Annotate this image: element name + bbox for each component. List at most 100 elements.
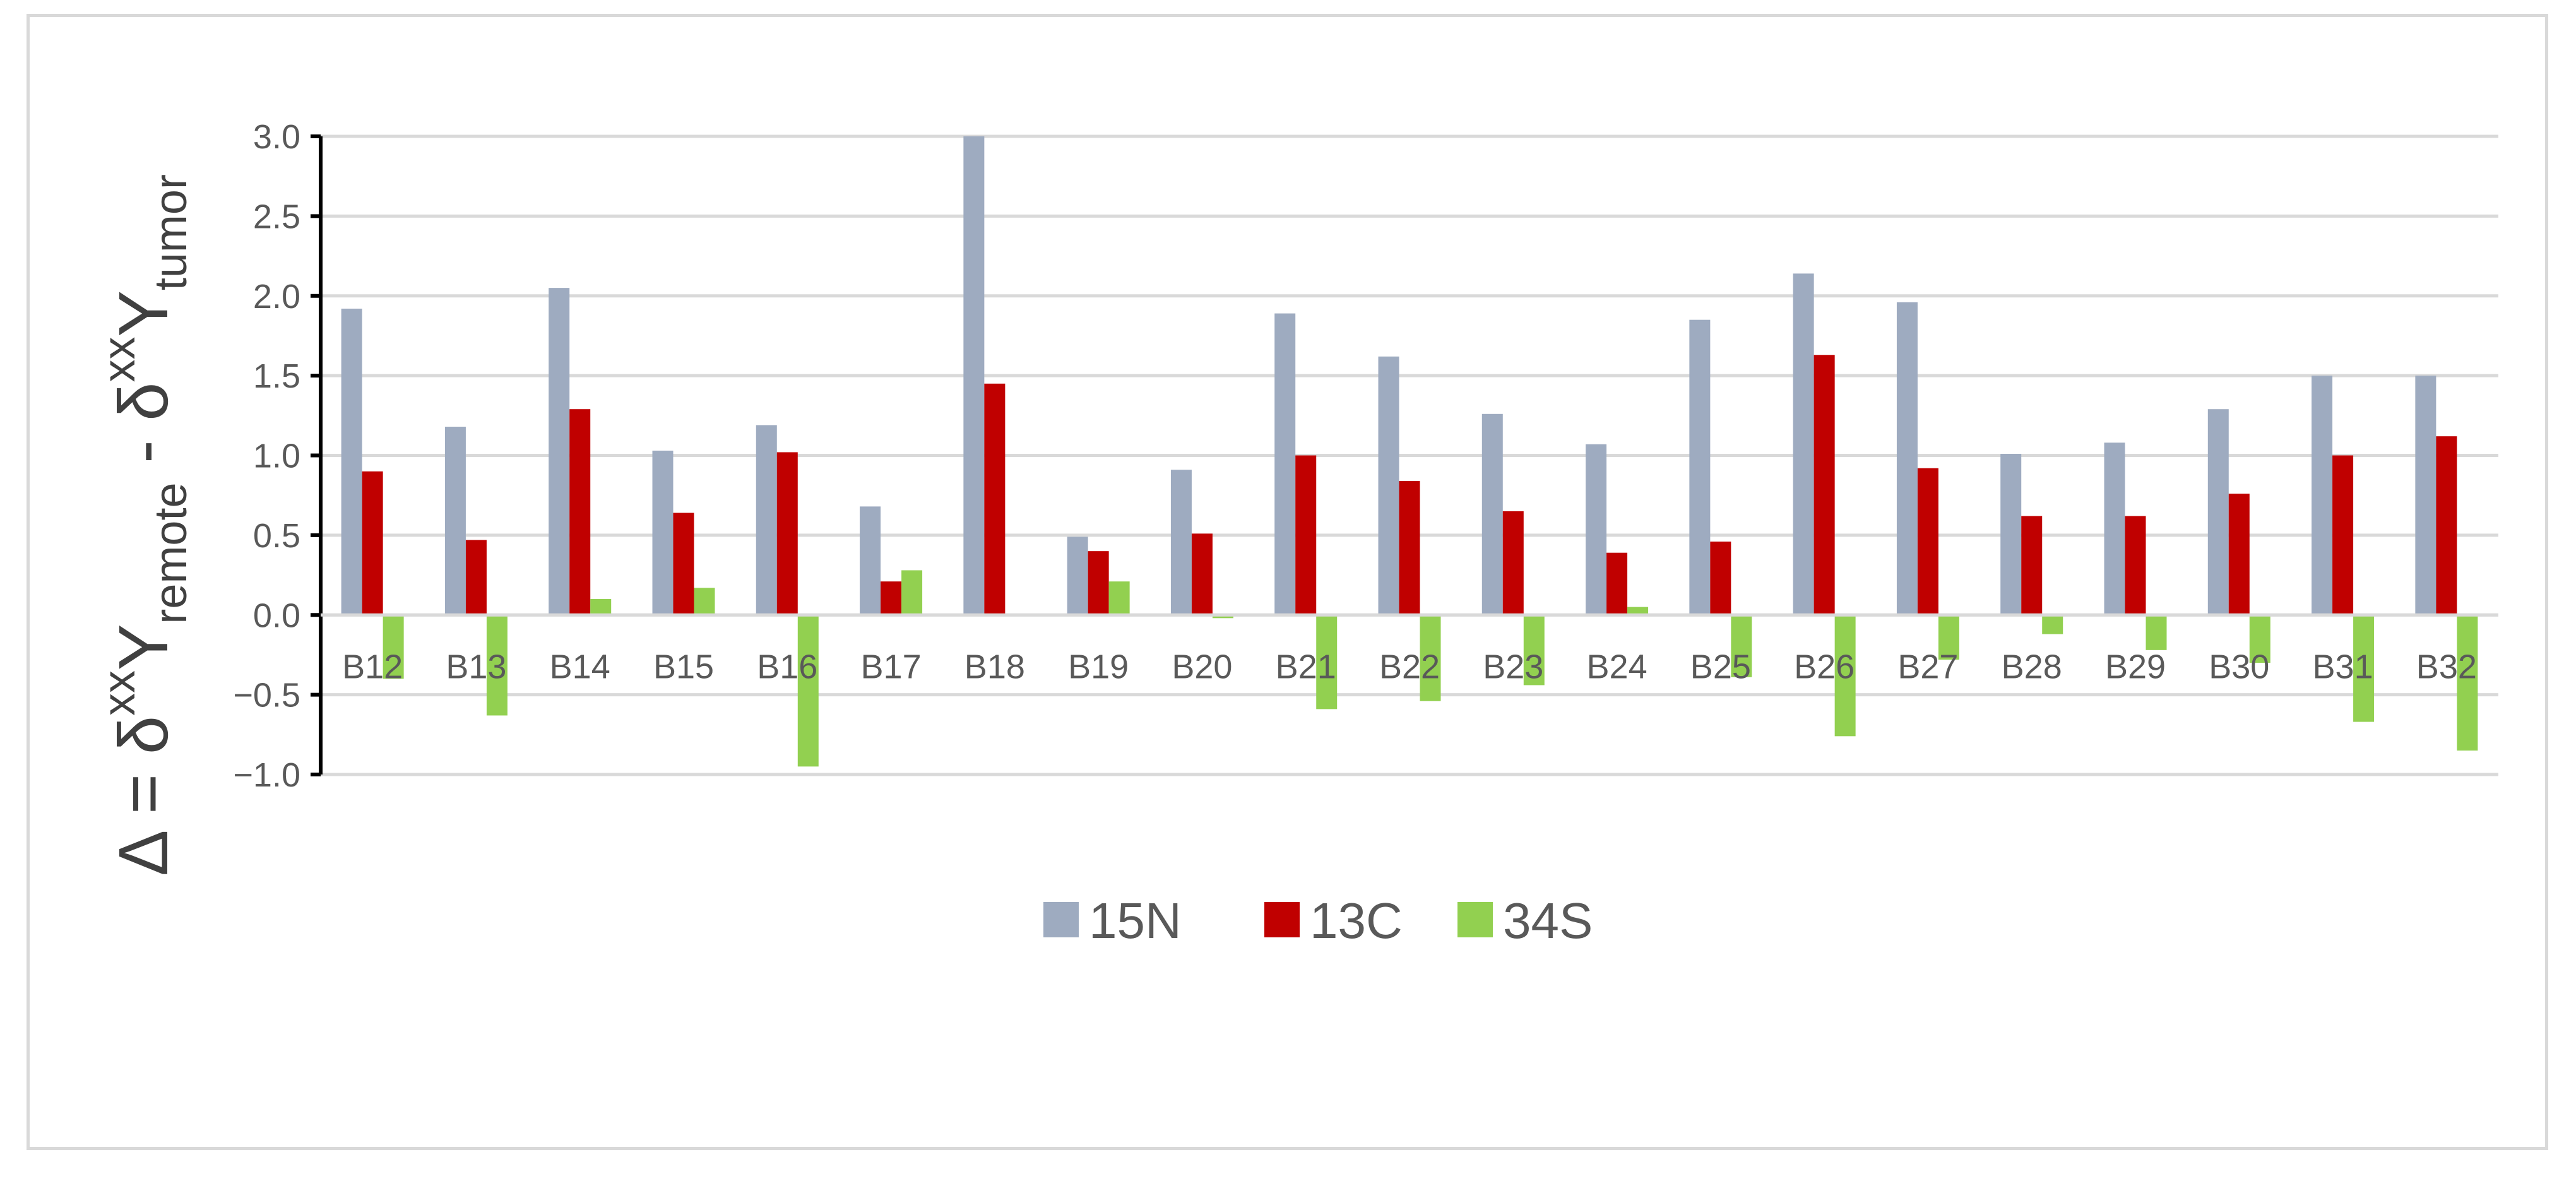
- x-category-label: B28: [2002, 648, 2062, 685]
- x-category-label: B32: [2416, 648, 2477, 685]
- bar-34S-B30: [2249, 615, 2270, 663]
- bar-15N-B20: [1170, 470, 1192, 615]
- y-tick-labels: 3.0 2.5 2.0 1.5 1.0 0.5 0.0 −0.5 −1.0: [233, 118, 300, 794]
- bar-34S-B31: [2353, 615, 2375, 722]
- legend-label-13C: 13C: [1310, 893, 1403, 949]
- y-tick-label: 1.0: [253, 437, 300, 475]
- x-category-label: B23: [1483, 648, 1543, 685]
- bar-34S-B23: [1523, 615, 1545, 685]
- bar-13C-B21: [1295, 455, 1317, 615]
- x-category-label: B27: [1897, 648, 1958, 685]
- bar-34S-B20: [1212, 615, 1233, 619]
- bar-34S-B22: [1420, 615, 1441, 701]
- x-category-label: B22: [1379, 648, 1440, 685]
- bar-15N-B19: [1067, 537, 1088, 615]
- bar-15N-B30: [2207, 409, 2229, 615]
- bar-34S-B25: [1731, 615, 1752, 677]
- bar-15N-B12: [341, 308, 362, 615]
- y-tick-label: 2.0: [253, 278, 300, 316]
- y-axis-label-text: Δ = δxxYremote - δxxYtumor: [94, 174, 196, 876]
- bar-15N-B17: [860, 506, 881, 615]
- bar-15N-B14: [549, 288, 570, 615]
- bar-13C-B30: [2228, 494, 2250, 615]
- bar-34S-B21: [1316, 615, 1338, 709]
- bar-15N-B26: [1793, 273, 1814, 615]
- bar-34S-B12: [383, 615, 404, 679]
- bar-15N-B29: [2104, 442, 2125, 615]
- bar-34S-B19: [1108, 581, 1130, 615]
- legend-swatch-34S: [1457, 902, 1493, 937]
- legend-swatch-13C: [1264, 902, 1300, 937]
- bar-13C-B18: [984, 383, 1006, 615]
- x-category-label: B20: [1172, 648, 1232, 685]
- axes: [311, 134, 2498, 776]
- x-category-label: B16: [757, 648, 817, 685]
- bar-13C-B28: [2021, 516, 2043, 615]
- y-tick-label: −0.5: [233, 677, 300, 715]
- bar-34S-B14: [590, 598, 612, 615]
- x-category-labels: B12 B13 B14 B15 B16 B17 B18 B19 B20 B21 B22 B23 B24 B…: [342, 648, 2477, 685]
- y-tick-label: 2.5: [253, 198, 300, 235]
- bar-13C-B27: [1917, 468, 1938, 615]
- bar-13C-B13: [465, 540, 487, 615]
- bar-13C-B23: [1502, 511, 1524, 615]
- chart-frame: 3.0 2.5 2.0 1.5 1.0 0.5 0.0 −0.5 −1.0 B12 B13 B14 B…: [27, 14, 2548, 1150]
- x-category-label: B21: [1276, 648, 1336, 685]
- x-category-label: B12: [342, 648, 403, 685]
- bar-34S-B27: [1938, 615, 1959, 660]
- bar-15N-B32: [2415, 376, 2437, 615]
- y-tick-label: 3.0: [253, 118, 300, 156]
- bar-15N-B28: [2000, 453, 2022, 615]
- x-category-label: B18: [965, 648, 1025, 685]
- bars: [341, 136, 2478, 767]
- x-category-label: B29: [2105, 648, 2166, 685]
- bar-13C-B17: [881, 581, 902, 615]
- bar-13C-B31: [2332, 455, 2354, 615]
- bar-13C-B26: [1813, 355, 1835, 615]
- x-category-label: B14: [550, 648, 610, 685]
- legend-label-15N: 15N: [1089, 893, 1182, 949]
- bar-13C-B25: [1710, 541, 1731, 615]
- y-axis-label: Δ = δxxYremote - δxxYtumor: [94, 174, 196, 876]
- bar-15N-B16: [756, 425, 777, 615]
- bar-13C-B12: [362, 471, 383, 615]
- bar-13C-B24: [1606, 552, 1628, 615]
- y-tick-label: 0.0: [253, 596, 300, 634]
- bar-13C-B15: [673, 513, 694, 615]
- bar-13C-B32: [2436, 436, 2457, 615]
- bar-13C-B19: [1088, 551, 1109, 615]
- bar-34S-B28: [2042, 615, 2063, 634]
- bar-34S-B24: [1627, 607, 1649, 615]
- bar-34S-B16: [797, 615, 819, 767]
- x-category-label: B19: [1068, 648, 1129, 685]
- bar-15N-B15: [652, 450, 674, 615]
- legend-label-34S: 34S: [1503, 893, 1593, 949]
- y-tick-label: −1.0: [233, 756, 300, 794]
- bar-13C-B16: [776, 452, 798, 615]
- x-category-label: B25: [1690, 648, 1751, 685]
- bar-13C-B29: [2125, 516, 2146, 615]
- x-category-label: B30: [2209, 648, 2269, 685]
- x-category-label: B31: [2313, 648, 2373, 685]
- bar-15N-B23: [1481, 413, 1503, 615]
- bar-34S-B29: [2146, 615, 2167, 650]
- bar-34S-B13: [486, 615, 507, 716]
- bar-15N-B22: [1378, 356, 1399, 615]
- x-category-label: B17: [861, 648, 922, 685]
- x-category-label: B13: [446, 648, 506, 685]
- bar-34S-B17: [901, 570, 923, 615]
- bar-15N-B21: [1274, 313, 1296, 615]
- bar-15N-B31: [2312, 376, 2333, 615]
- bar-15N-B13: [444, 427, 466, 615]
- x-category-label: B15: [653, 648, 714, 685]
- bar-15N-B18: [963, 136, 985, 615]
- x-category-label: B24: [1587, 648, 1647, 685]
- bar-15N-B24: [1586, 444, 1607, 615]
- legend: 15N 13C 34S: [1043, 893, 1593, 949]
- bar-15N-B27: [1896, 302, 1918, 615]
- y-tick-label: 0.5: [253, 517, 300, 555]
- bar-13C-B22: [1399, 480, 1420, 615]
- y-tick-label: 1.5: [253, 357, 300, 395]
- bar-15N-B25: [1689, 319, 1711, 615]
- bar-34S-B15: [694, 588, 715, 615]
